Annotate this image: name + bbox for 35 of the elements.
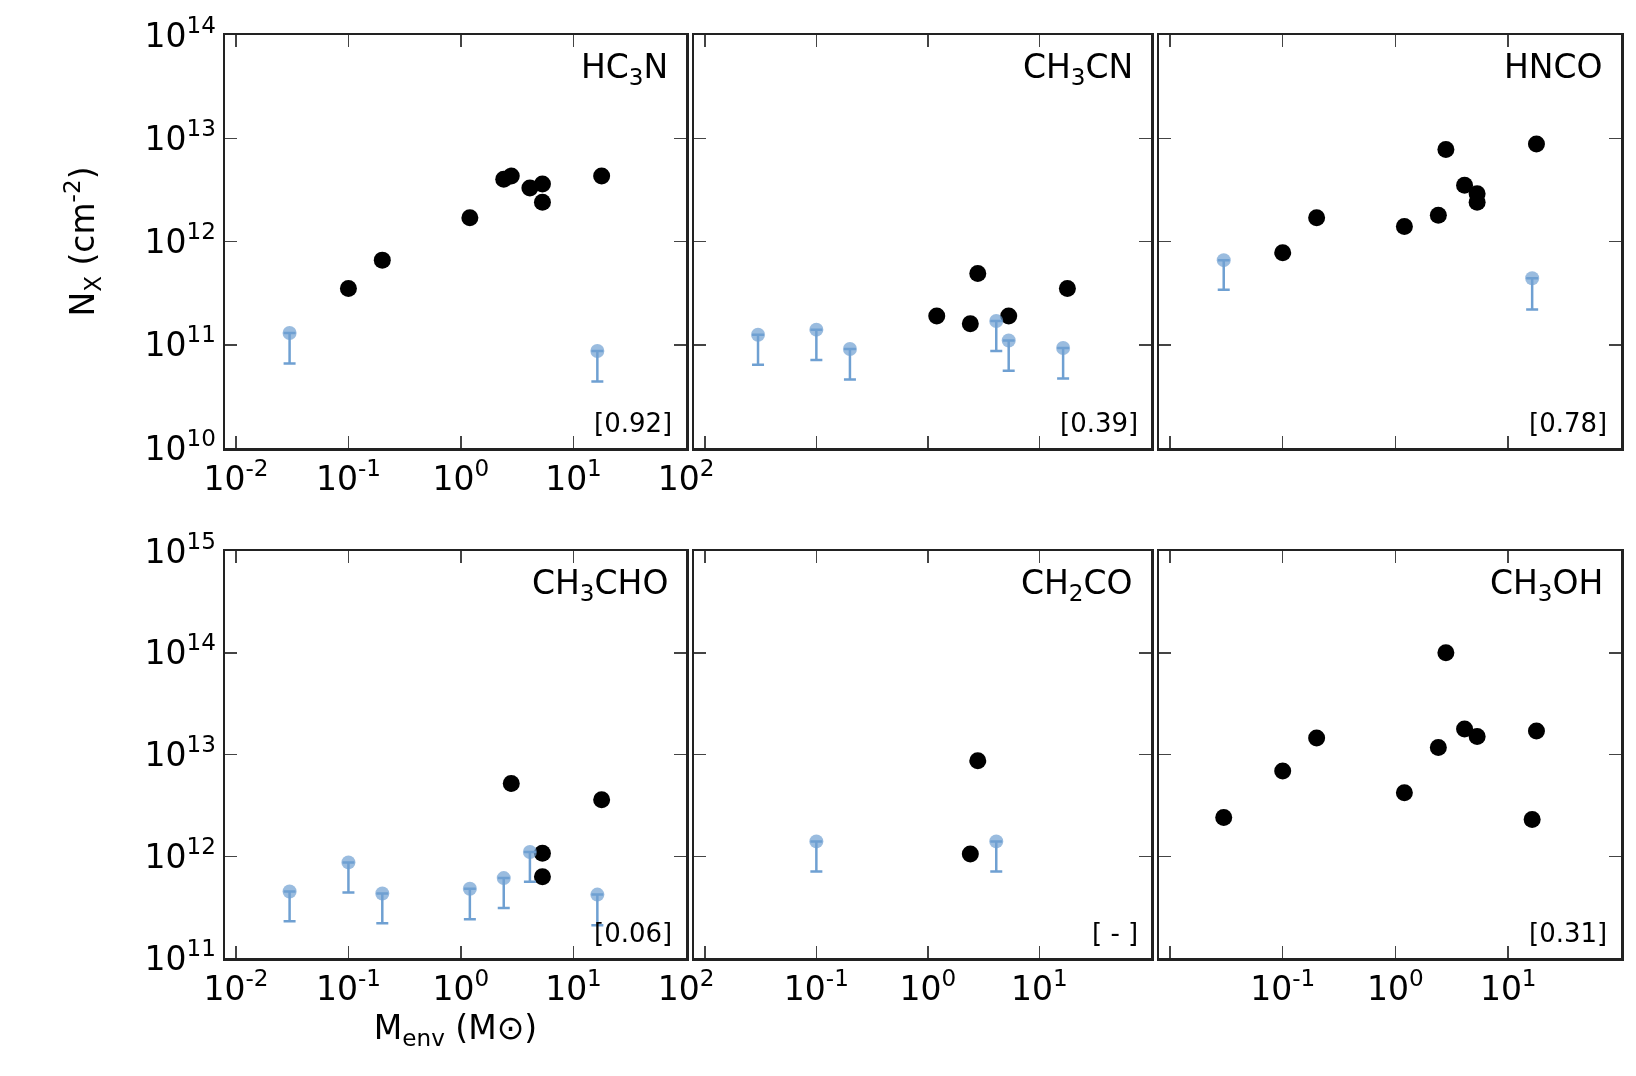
y-tick-label: 10$^{14}$ — [144, 11, 216, 55]
x-tick-label: 10$^{1}$ — [545, 965, 602, 1009]
x-tick-label: 10$^{2}$ — [657, 455, 715, 499]
x-tick-label: 10$^{1}$ — [1479, 965, 1537, 1009]
annotation: [0.92] — [594, 408, 673, 438]
x-tick-label: 10$^{0}$ — [432, 455, 490, 499]
x-axis-title: M$_{env}$ (M⊙) — [373, 1008, 538, 1052]
x-tick-label: 10$^{0}$ — [432, 965, 490, 1009]
text: CH$_{3}$CN — [1023, 47, 1134, 90]
y-tick-label: 10$^{12}$ — [144, 832, 216, 876]
x-tick-label: 10$^{1}$ — [545, 455, 602, 499]
text: CH$_{2}$CO — [1021, 563, 1133, 606]
annotation: [0.06] — [594, 918, 673, 948]
x-tick-label: 10$^{-1}$ — [315, 455, 381, 499]
x-tick-label: 10$^{-1}$ — [1250, 965, 1316, 1009]
annotation: [ - ] — [1092, 918, 1139, 948]
annotation: [0.39] — [1060, 408, 1139, 438]
y-tick-label: 10$^{15}$ — [144, 527, 216, 571]
x-tick-label: 10$^{-1}$ — [315, 965, 381, 1009]
x-tick-label: 10$^{2}$ — [657, 965, 715, 1009]
text: CH$_{3}$OH — [1490, 563, 1604, 606]
y-tick-label: 10$^{14}$ — [144, 629, 216, 673]
x-tick-label: 10$^{0}$ — [899, 965, 957, 1009]
annotation: [0.31] — [1529, 918, 1608, 948]
x-tick-label: 10$^{1}$ — [1011, 965, 1068, 1009]
y-tick-label: 10$^{13}$ — [144, 731, 216, 775]
annotation: [0.78] — [1529, 408, 1608, 438]
chart-title: HNCO — [1504, 47, 1603, 86]
text: HC$_{3}$N — [581, 47, 669, 90]
y-tick-label: 10$^{12}$ — [144, 218, 216, 262]
y-tick-label: 10$^{11}$ — [144, 321, 216, 365]
x-tick-label: 10$^{0}$ — [1367, 965, 1424, 1009]
x-tick-label: 10$^{-1}$ — [783, 965, 849, 1009]
text: CH$_{3}$CHO — [532, 563, 669, 606]
y-tick-label: 10$^{13}$ — [144, 114, 216, 158]
